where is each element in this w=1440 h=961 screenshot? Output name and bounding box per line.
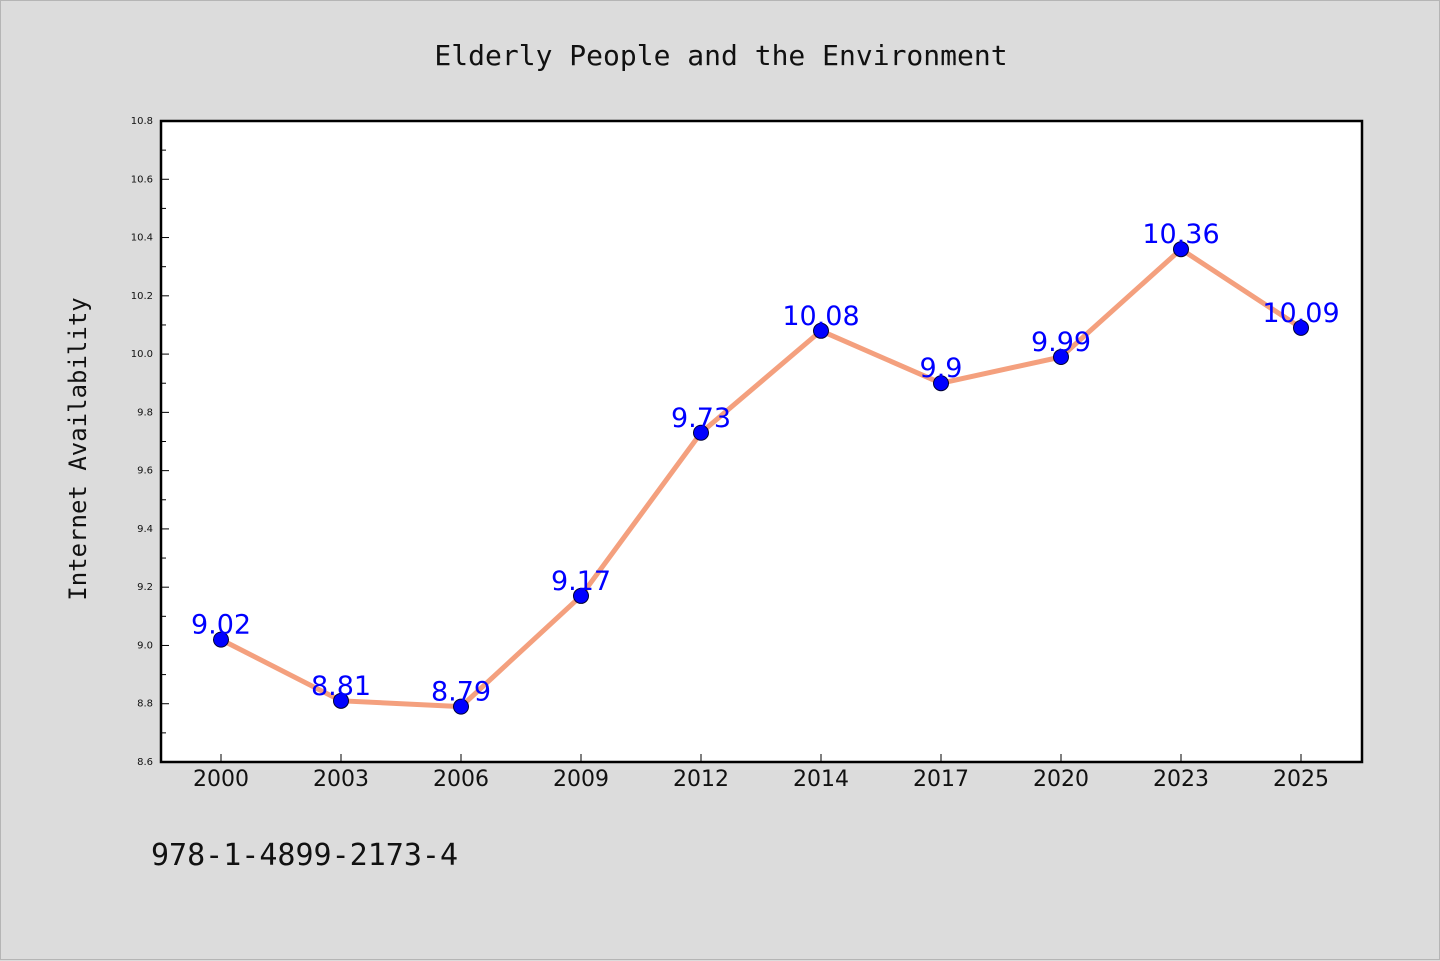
- y-tick-label: 9.8: [137, 407, 153, 418]
- plot-area: [159, 119, 1364, 764]
- series-markers: [213, 241, 1309, 715]
- y-tick-label: 10.2: [131, 291, 153, 302]
- data-label: 8.81: [311, 671, 371, 702]
- data-point: [453, 698, 469, 715]
- x-tick-label: 2025: [1273, 767, 1329, 792]
- y-tick-label: 10.6: [131, 174, 153, 185]
- y-axis: 8.6 8.8 9.0 9.2 9.4 9.6 9.8 10.0 10.2 10.4 10.6 10.…: [131, 116, 169, 768]
- data-point: [933, 375, 949, 392]
- x-tick-label: 2023: [1153, 767, 1209, 792]
- isbn-text: 978-1-4899-2173-4: [151, 838, 458, 873]
- x-tick-label: 2009: [553, 767, 609, 792]
- data-label: 9.17: [551, 566, 611, 597]
- data-labels: 9.02 8.81 8.79 9.17 9.73 10.08 9.9 9.99 10.36 10.…: [191, 219, 1340, 707]
- x-tick-label: 2000: [193, 767, 249, 792]
- data-point: [1293, 319, 1309, 336]
- data-label: 8.79: [431, 677, 491, 708]
- data-point: [813, 322, 829, 339]
- data-label: 9.02: [191, 610, 251, 641]
- series-line: [218, 246, 1304, 710]
- series-polyline: [218, 246, 1304, 710]
- y-axis-label: Internet Availability: [64, 297, 92, 600]
- x-tick-label: 2017: [913, 767, 969, 792]
- chart-title: Elderly People and the Environment: [434, 39, 1007, 72]
- y-tick-label: 9.6: [137, 466, 153, 477]
- y-tick-label: 9.0: [137, 640, 153, 651]
- x-tick-label: 2014: [793, 767, 849, 792]
- data-point: [213, 631, 229, 648]
- y-tick-label: 8.8: [137, 699, 153, 710]
- y-tick-label: 9.4: [137, 524, 153, 535]
- y-tick-label: 10.4: [131, 233, 153, 244]
- y-tick-label: 9.2: [137, 582, 153, 593]
- data-point: [573, 587, 589, 604]
- x-tick-label: 2003: [313, 767, 369, 792]
- y-tick-label: 10.8: [131, 116, 153, 127]
- data-label: 10.08: [782, 301, 859, 332]
- data-point: [333, 692, 349, 709]
- data-label: 10.36: [1142, 219, 1219, 250]
- data-point: [1053, 349, 1069, 366]
- data-label: 9.73: [671, 403, 731, 434]
- x-tick-label: 2006: [433, 767, 489, 792]
- data-label: 10.09: [1262, 298, 1339, 329]
- data-point: [1173, 241, 1189, 258]
- y-tick-label: 8.6: [137, 757, 153, 768]
- x-axis: 2000 2003 2006 2009 2012 2014 2017 2020 2023 2025: [193, 754, 1329, 792]
- data-label: 9.99: [1031, 327, 1091, 358]
- x-tick-label: 2012: [673, 767, 729, 792]
- data-label: 9.9: [920, 353, 963, 384]
- x-tick-label: 2020: [1033, 767, 1089, 792]
- y-tick-label: 10.0: [131, 349, 153, 360]
- data-point: [693, 424, 709, 441]
